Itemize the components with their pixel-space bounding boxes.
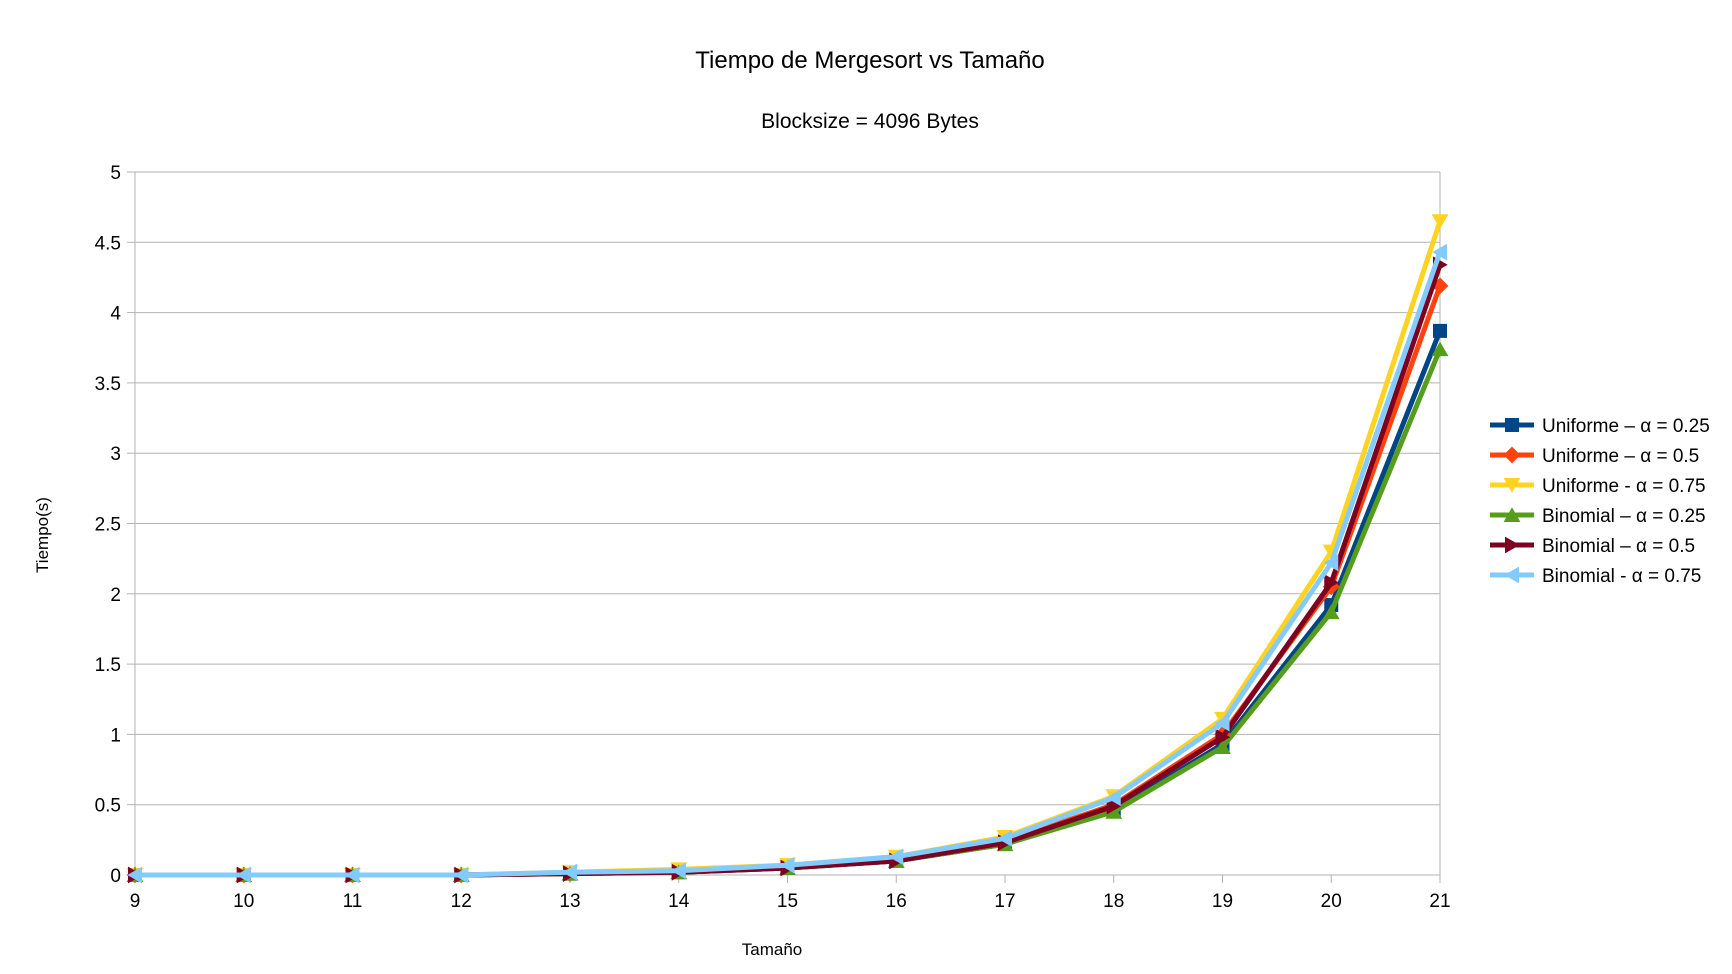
x-tick-label: 20: [1321, 891, 1342, 912]
x-tick-label: 21: [1429, 891, 1450, 912]
legend-label: Uniforme - α = 0.75: [1542, 476, 1706, 497]
y-tick-label: 0.5: [95, 796, 121, 817]
chart-title: Tiempo de Mergesort vs Tamaño: [695, 47, 1045, 74]
y-tick-label: 3.5: [95, 374, 121, 395]
x-tick-label: 12: [451, 891, 472, 912]
data-point: [127, 866, 142, 884]
series-line: [135, 329, 1443, 878]
series-line: [135, 285, 1443, 878]
data-point: [1106, 797, 1122, 815]
data-point: [236, 866, 251, 884]
legend-label: Binomial – α = 0.25: [1542, 506, 1706, 527]
series-6: [127, 243, 1447, 884]
x-tick-label: 14: [668, 891, 690, 912]
data-point: [453, 866, 469, 884]
x-tick-label: 13: [559, 891, 580, 912]
series-line: [135, 263, 1443, 878]
x-tick-label: 9: [130, 891, 141, 912]
y-tick-label: 0: [110, 866, 121, 887]
legend-entry: Uniforme - α = 0.75: [1490, 476, 1706, 497]
legend-entry: Binomial - α = 0.75: [1490, 566, 1701, 587]
x-tick-label: 15: [777, 891, 798, 912]
data-point: [1432, 243, 1447, 261]
legend-label: Uniforme – α = 0.25: [1542, 416, 1710, 437]
data-point: [997, 830, 1012, 847]
series-line: [135, 251, 1443, 878]
y-tick-label: 2.5: [95, 515, 121, 536]
y-axis-label: Tiempo(s): [33, 497, 52, 573]
legend-label: Binomial - α = 0.75: [1542, 566, 1701, 587]
y-tick-label: 1: [110, 725, 121, 746]
y-tick-label: 4: [110, 304, 121, 325]
y-tick-label: 1.5: [95, 655, 121, 676]
series-4: [126, 341, 1449, 882]
data-point: [1504, 566, 1519, 584]
x-tick-label: 16: [886, 891, 907, 912]
data-point: [1433, 323, 1447, 338]
data-point: [344, 866, 360, 884]
data-point: [1324, 574, 1339, 591]
chart-subtitle: Blocksize = 4096 Bytes: [761, 110, 979, 133]
series-1: [128, 323, 1447, 882]
data-point: [1503, 446, 1521, 464]
legend-label: Binomial – α = 0.5: [1542, 536, 1695, 557]
data-point: [671, 862, 686, 880]
legend: Uniforme – α = 0.25 Uniforme – α = 0.5 Uni…: [1490, 416, 1710, 587]
data-point: [1105, 804, 1123, 819]
legend-label: Uniforme – α = 0.5: [1542, 446, 1699, 467]
data-point: [1503, 478, 1521, 493]
x-tick-label: 11: [343, 891, 363, 912]
series-line: [135, 220, 1443, 878]
x-tick-label: 18: [1103, 891, 1124, 912]
legend-entry: Uniforme – α = 0.25: [1490, 416, 1710, 437]
y-tick-label: 4.5: [95, 233, 121, 254]
data-point: [1431, 341, 1449, 357]
x-axis-label: Tamaño: [742, 940, 802, 959]
data-point: [1505, 536, 1520, 554]
plot-area: 0 0.5 1 1.5 2 2.5 3 3.5 4 4.5 5 9 10 11 12 13 14 15 16 17 18…: [95, 163, 1451, 912]
legend-entry: Uniforme – α = 0.5: [1490, 446, 1699, 467]
series-2: [126, 277, 1449, 884]
y-tick-label: 3: [110, 444, 121, 465]
data-point: [779, 856, 795, 874]
data-point: [562, 863, 577, 881]
legend-entry: Binomial – α = 0.5: [1490, 536, 1695, 557]
x-tick-label: 19: [1212, 891, 1233, 912]
legend-entry: Binomial – α = 0.25: [1490, 506, 1706, 527]
data-point: [1214, 714, 1230, 732]
data-point: [1106, 789, 1121, 807]
series-5: [128, 256, 1448, 884]
x-tick-label: 17: [994, 891, 1015, 912]
series-line: [135, 348, 1443, 878]
data-point: [888, 848, 904, 866]
data-point: [1322, 604, 1340, 620]
series-3: [126, 214, 1449, 883]
data-point: [1431, 214, 1449, 229]
data-point: [1215, 728, 1231, 746]
data-point: [1214, 739, 1231, 755]
y-tick-label: 5: [110, 163, 121, 184]
data-point: [1323, 554, 1339, 572]
data-point: [1505, 418, 1519, 432]
y-tick-label: 2: [110, 585, 121, 606]
x-tick-label: 10: [233, 891, 254, 912]
data-point: [1503, 507, 1521, 522]
